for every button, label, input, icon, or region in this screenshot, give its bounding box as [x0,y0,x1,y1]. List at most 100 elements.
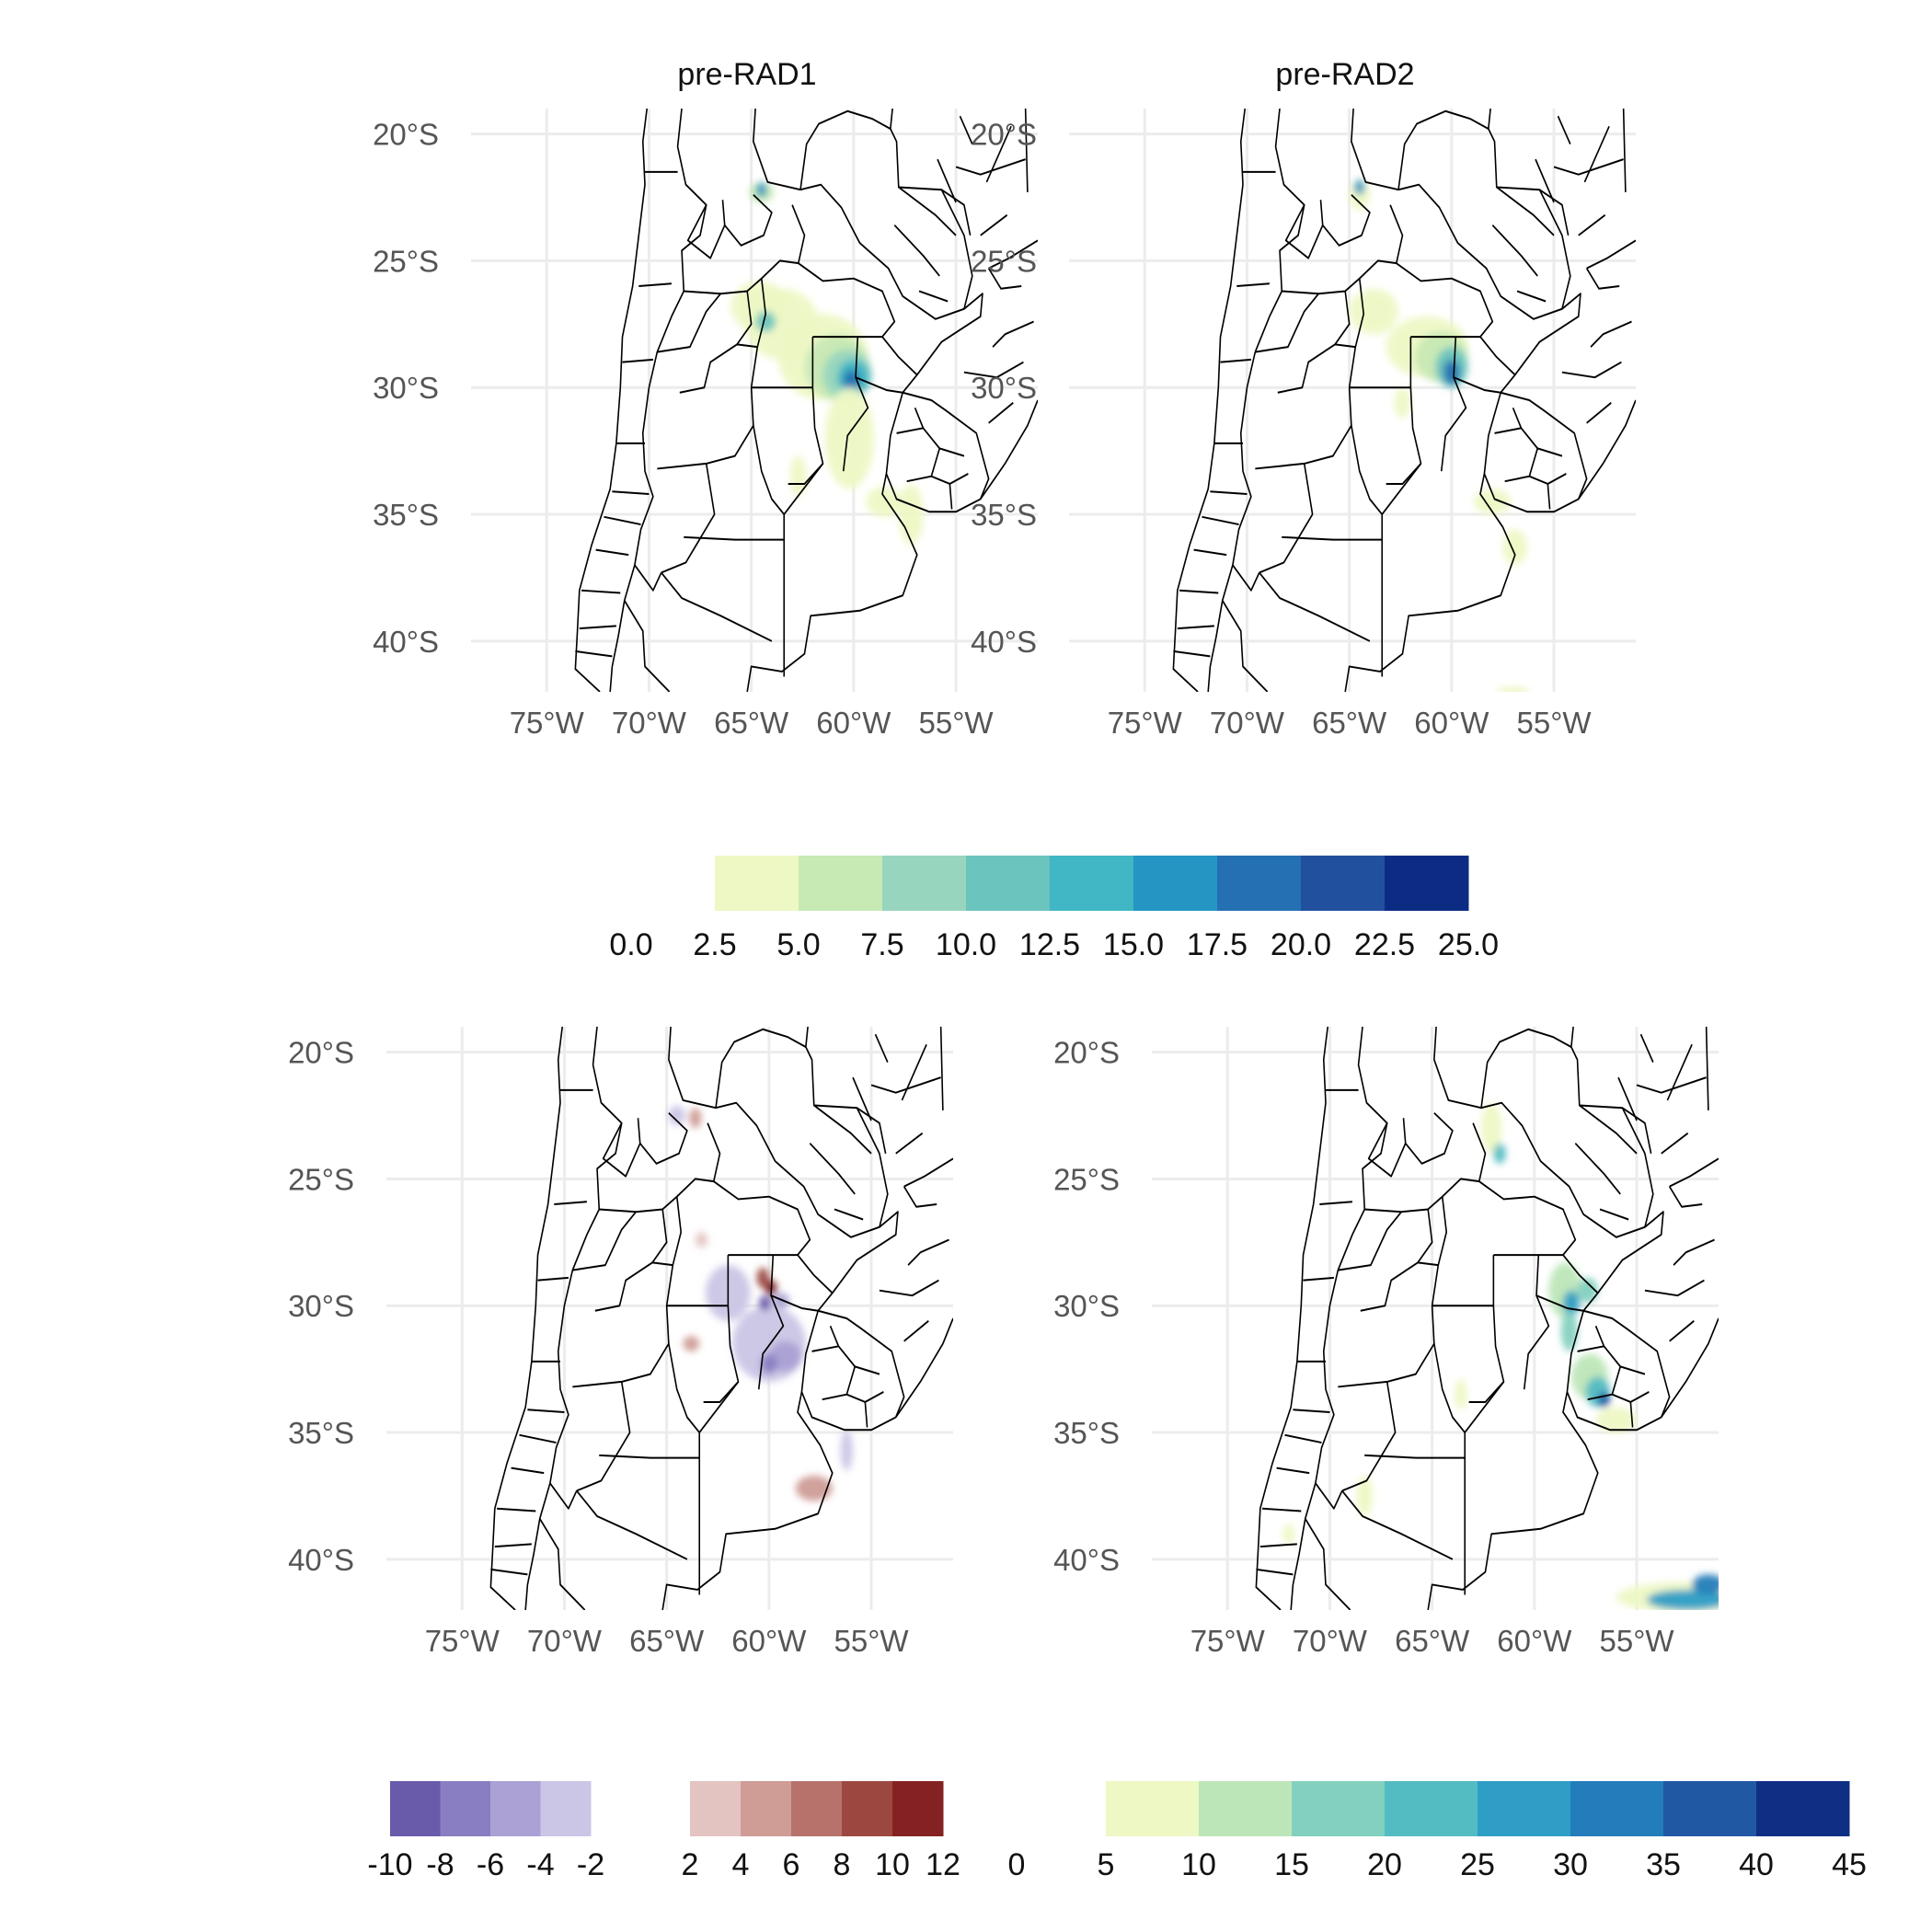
colorbar-label: 15.0 [1103,927,1164,962]
colorbar-label: 2 [682,1847,699,1882]
colorbar-swatch [440,1781,491,1836]
colorbar-swatch [540,1781,592,1836]
colorbar-swatch [1292,1781,1386,1836]
precip-cell [1493,1143,1506,1164]
precip-cell [898,483,924,546]
lat-tick-label: 25°S [288,1162,354,1196]
colorbar-label: 20 [1367,1847,1402,1882]
colorbar-label: 6 [783,1847,800,1882]
lon-tick-label: 60°W [731,1624,807,1658]
precip-cell [695,1232,708,1248]
precip-cell [1356,1475,1374,1517]
lon-tick-label: 70°W [1210,706,1285,740]
precip-cell [795,1475,833,1501]
lon-tick-label: 70°W [612,706,687,740]
colorbar-label: 2.5 [693,927,736,962]
colorbar-swatch [741,1781,792,1836]
colorbar-label: -4 [526,1847,554,1882]
lat-tick-label: 30°S [971,371,1037,405]
colorbar-swatch [882,856,967,911]
precip-cell [1496,686,1530,692]
colorbar-label: 10 [1181,1847,1216,1882]
precip-cell [1560,1310,1578,1351]
colorbar-swatch [1050,856,1134,911]
lat-tick-label: 35°S [288,1416,354,1450]
lon-tick-label: 65°W [1395,1624,1470,1658]
lat-tick-label: 35°S [373,498,439,532]
precip-cell [1595,1407,1638,1433]
lat-tick-label: 25°S [1053,1162,1120,1196]
colorbar-label: 5 [1098,1847,1115,1882]
colorbar-swatch [791,1781,843,1836]
lat-tick-label: 20°S [971,118,1037,152]
lat-tick-label: 20°S [288,1036,354,1070]
colorbar-swatch [490,1781,541,1836]
lat-tick-label: 30°S [1053,1289,1120,1323]
colorbar-label: 45 [1832,1847,1867,1882]
colorbar-swatch [690,1781,742,1836]
colorbar-zero-label: 0 [1008,1847,1026,1882]
colorbar-swatch [1106,1781,1200,1836]
lon-tick-label: 75°W [1190,1624,1266,1658]
colorbar-swatch [966,856,1051,911]
colorbar-label: 30 [1553,1847,1588,1882]
colorbar-label: 5.0 [776,927,820,962]
precip-field [668,1105,854,1501]
colorbar-swatch [1133,856,1218,911]
colorbar-label: 15 [1274,1847,1309,1882]
precip-cell [1502,529,1528,566]
colorbar-swatch [1385,1781,1478,1836]
precip-field [1349,179,1530,692]
colorbar-swatch [842,1781,893,1836]
precip-cell [760,1353,777,1374]
lon-tick-label: 65°W [714,706,789,740]
precip-cell [756,181,767,198]
panel-pre-RAD1: 20°S 25°S 30°S 35°S 40°S 75°W 70°W 65°W 60°W 55°W… [373,57,1038,740]
lat-tick-label: 40°S [1053,1543,1120,1577]
lon-tick-label: 75°W [425,1624,500,1658]
precip-cell [1481,1102,1502,1154]
colorbar-label: 12 [926,1847,960,1882]
colorbar-swatch [1663,1781,1757,1836]
colorbar-label: 4 [732,1847,750,1882]
colorbar-label: 20.0 [1271,927,1331,962]
colorbar-seq45: 5 10 15 20 25 30 35 40 45 [1098,1781,1867,1882]
colorbar-label: 25.0 [1438,927,1499,962]
colorbar-swatch [715,856,799,911]
precip-cell [1455,1379,1467,1410]
colorbar-label: 0.0 [609,927,652,962]
precip-cell [756,1267,769,1288]
panel-pre-RAD2: 20°S 25°S 30°S 35°S 40°S 75°W 70°W 65°W 60°W 55°W… [971,57,1636,740]
lat-tick-label: 40°S [288,1543,354,1577]
precip-cell [683,1336,700,1351]
lon-tick-label: 60°W [816,706,891,740]
lat-tick-label: 40°S [971,625,1037,659]
lon-tick-label: 75°W [1108,706,1183,740]
colorbar-swatch [892,1781,944,1836]
panel-difference: 20°S 25°S 30°S 35°S 40°S 75°W 70°W 65°W 60°W 55°W [288,1027,953,1658]
political-borders [575,109,1038,692]
precip-cell [1282,1524,1295,1545]
precip-cell [1394,387,1411,419]
colorbar-swatch [1199,1781,1293,1836]
panel-third: 20°S 25°S 30°S 35°S 40°S 75°W 70°W 65°W 60°W 55°W [1053,1027,1719,1658]
precip-cell [758,1295,772,1311]
precip-cell [1349,288,1399,335]
precip-cell [866,486,903,517]
lat-tick-label: 35°S [971,498,1037,532]
colorbar-label: 10.0 [936,927,996,962]
colorbar-label: 8 [834,1847,851,1882]
lon-tick-label: 55°W [919,706,995,740]
colorbar-swatch [1570,1781,1664,1836]
precip-cell [1577,1277,1598,1304]
lon-tick-label: 55°W [1600,1624,1675,1658]
colorbar-neg: -10 -8 -6 -4 -2 [367,1781,604,1882]
colorbar-label: -6 [477,1847,504,1882]
precip-cell [1647,1589,1719,1610]
colorbar-swatch [1301,856,1386,911]
colorbar-label: 35 [1646,1847,1681,1882]
precip-cell [1597,1391,1611,1408]
precip-cell [1443,359,1460,385]
lon-tick-label: 65°W [629,1624,705,1658]
